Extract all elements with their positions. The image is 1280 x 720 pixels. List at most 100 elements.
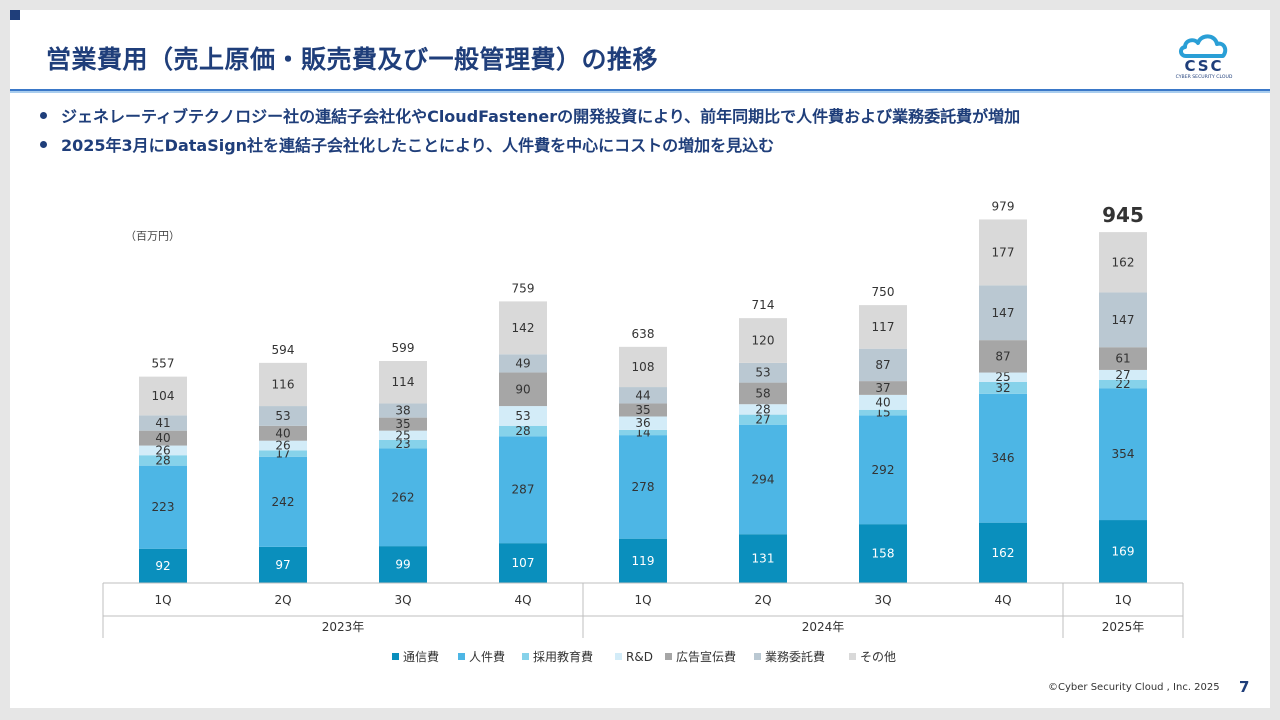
bullet-dot-icon (40, 141, 47, 148)
bar-segment (499, 354, 547, 373)
segment-label: 162 (992, 546, 1015, 560)
bar-segment (379, 448, 427, 547)
segment-label: 147 (1112, 313, 1135, 327)
legend-swatch (665, 653, 672, 660)
legend-label: 人件費 (469, 649, 505, 664)
bar-segment (739, 424, 787, 535)
segment-label: 162 (1112, 255, 1135, 269)
bar-segment (979, 219, 1027, 286)
cloud-icon (1179, 34, 1228, 58)
segment-label: 38 (395, 404, 410, 418)
bar-segment (499, 301, 547, 355)
segment-label: 41 (155, 416, 170, 430)
segment-label: 53 (275, 409, 290, 423)
segment-label: 116 (272, 377, 295, 391)
segment-label: 87 (995, 349, 1010, 363)
legend-label: その他 (860, 650, 896, 664)
total-label: 638 (632, 327, 655, 341)
segment-label: 35 (395, 417, 410, 431)
total-label: 750 (872, 285, 895, 299)
legend-label: 通信費 (403, 649, 439, 664)
segment-label: 37 (875, 381, 890, 395)
unit-label: （百万円） (125, 230, 180, 243)
x-tick-label: 3Q (874, 593, 891, 607)
bar-segment (379, 417, 427, 431)
bar-segment (139, 445, 187, 456)
bullet-dot-icon (40, 112, 47, 119)
total-label: 979 (992, 199, 1015, 213)
segment-label: 294 (752, 472, 775, 486)
page-number: 7 (1239, 678, 1250, 696)
bar-segment (139, 415, 187, 431)
bar-segment (139, 548, 187, 583)
slide: 営業費用（売上原価・販売費及び一般管理費）の推移 CSC CYBER SECUR… (10, 10, 1270, 708)
x-tick-label: 1Q (634, 593, 651, 607)
segment-label: 53 (755, 366, 770, 380)
segment-label: 104 (152, 389, 175, 403)
bar-segment (379, 546, 427, 583)
copyright: ©Cyber Security Cloud , Inc. 2025 (1048, 682, 1220, 693)
bar-segment (979, 372, 1027, 382)
bar-segment (859, 415, 907, 525)
legend-swatch (615, 653, 622, 660)
x-tick-label: 2Q (754, 593, 771, 607)
bar-segment (619, 403, 667, 417)
bar-segment (259, 456, 307, 547)
bar-segment (499, 425, 547, 437)
segment-label: 97 (275, 558, 290, 572)
segment-label: 44 (635, 388, 650, 402)
legend-swatch (522, 653, 529, 660)
segment-label: 40 (875, 395, 890, 409)
segment-label: 292 (872, 463, 895, 477)
bar-segment (259, 425, 307, 441)
bar-segment (619, 435, 667, 539)
bar-segment (259, 450, 307, 457)
segment-label: 114 (392, 375, 415, 389)
x-tick-label: 1Q (1114, 593, 1131, 607)
bar-segment (859, 348, 907, 382)
bullet-text: 2025年3月にDataSign社を連結子会社化したことにより、人件費を中心にコ… (61, 136, 775, 155)
corner-mark (10, 10, 20, 20)
segment-label: 32 (995, 381, 1010, 395)
segment-label: 90 (515, 382, 530, 396)
legend-swatch (458, 653, 465, 660)
segment-label: 53 (515, 409, 530, 423)
segment-label: 346 (992, 451, 1015, 465)
total-label: 557 (152, 357, 175, 371)
segment-label: 25 (995, 370, 1010, 384)
bullet-list: ジェネレーティブテクノロジー社の連結子会社化やCloudFastenerの開発投… (40, 104, 1020, 162)
bar-segment (859, 381, 907, 395)
segment-label: 354 (1112, 447, 1135, 461)
segment-label: 27 (1115, 368, 1130, 382)
total-label: 714 (752, 298, 775, 312)
bullet-text: ジェネレーティブテクノロジー社の連結子会社化やCloudFastenerの開発投… (61, 107, 1021, 126)
segment-label: 108 (632, 360, 655, 374)
page-title: 営業費用（売上原価・販売費及び一般管理費）の推移 (46, 45, 659, 74)
segment-label: 177 (992, 245, 1015, 259)
bar-segment (139, 465, 187, 549)
header-rule-shadow (10, 91, 1270, 93)
segment-label: 169 (1112, 545, 1135, 559)
total-label: 594 (272, 343, 295, 357)
segment-label: 120 (752, 334, 775, 348)
bar-segment (259, 362, 307, 407)
segment-label: 49 (515, 356, 530, 370)
segment-label: 26 (155, 443, 170, 457)
segment-label: 27 (755, 413, 770, 427)
bar-segment (739, 404, 787, 415)
bar-segment (1099, 388, 1147, 521)
segment-label: 107 (512, 556, 535, 570)
bullet-item: 2025年3月にDataSign社を連結子会社化したことにより、人件費を中心にコ… (40, 133, 1020, 162)
segment-label: 262 (392, 490, 415, 504)
bar-segment (499, 543, 547, 583)
segment-label: 61 (1115, 352, 1130, 366)
legend-label: R&D (626, 650, 653, 664)
legend-swatch (849, 653, 856, 660)
bar-segment (859, 409, 907, 416)
legend-label: 業務委託費 (765, 649, 825, 664)
segment-label: 92 (155, 559, 170, 573)
bar-segment (379, 360, 427, 404)
bar-segment (739, 414, 787, 425)
total-label: 759 (512, 281, 535, 295)
